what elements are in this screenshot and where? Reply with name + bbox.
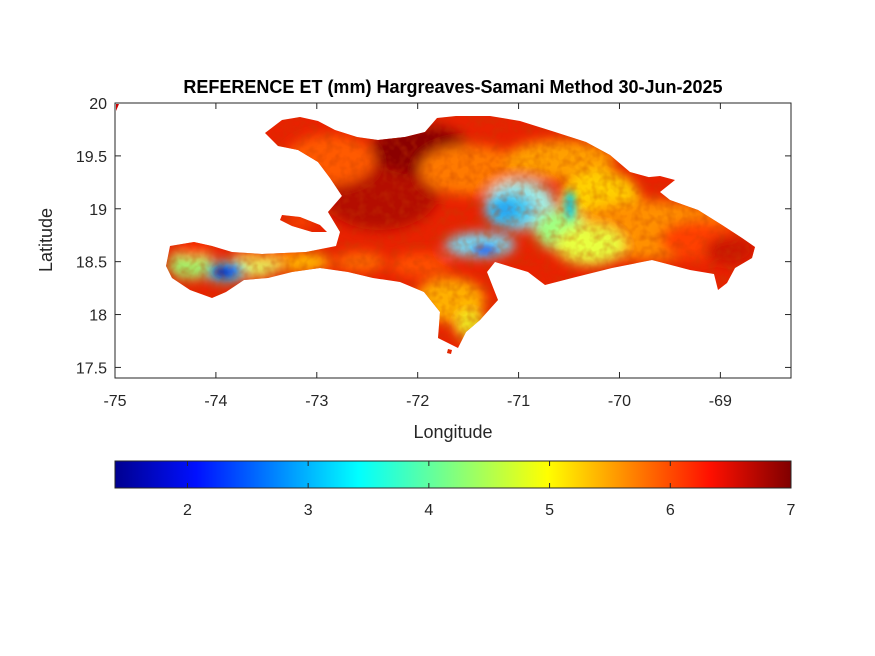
y-tick-label: 18: [89, 308, 107, 325]
colorbar-tick-label: 4: [424, 502, 433, 519]
y-tick-label: 17.5: [76, 360, 107, 377]
colorbar-tick-label: 3: [304, 502, 313, 519]
colorbar-ticks: 2 3 4 5 6 7: [183, 461, 796, 519]
corner-mark: [116, 104, 119, 111]
x-tick-label: -69: [709, 393, 732, 410]
y-tick-label: 20: [89, 96, 107, 113]
x-tick-label: -74: [204, 393, 227, 410]
colorbar-tick-label: 6: [666, 502, 675, 519]
x-axis: -75 -74 -73 -72 -71 -70 -69: [103, 103, 732, 410]
x-tick-label: -72: [406, 393, 429, 410]
colorbar-tick-label: 2: [183, 502, 192, 519]
x-tick-label: -70: [608, 393, 631, 410]
map-title: REFERENCE ET (mm) Hargreaves-Samani Meth…: [183, 77, 722, 97]
colorbar: [114, 460, 792, 489]
x-tick-label: -71: [507, 393, 530, 410]
x-tick-label: -73: [305, 393, 328, 410]
y-axis-label: Latitude: [36, 208, 56, 272]
y-tick-label: 18.5: [76, 255, 107, 272]
colorbar-tick-label: 5: [545, 502, 554, 519]
x-axis-label: Longitude: [413, 422, 492, 442]
colorbar-tick-label: 7: [787, 502, 796, 519]
y-axis: 17.5 18 18.5 19 19.5 20: [76, 96, 791, 377]
y-tick-label: 19: [89, 202, 107, 219]
x-tick-label: -75: [103, 393, 126, 410]
y-tick-label: 19.5: [76, 149, 107, 166]
